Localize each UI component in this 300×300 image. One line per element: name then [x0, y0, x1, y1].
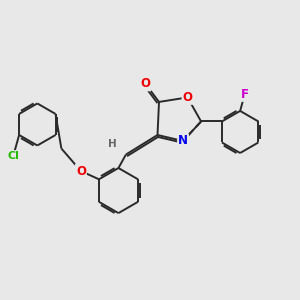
Text: H: H	[108, 139, 117, 149]
Text: N: N	[178, 134, 188, 148]
Text: O: O	[183, 91, 193, 104]
Text: F: F	[241, 88, 249, 101]
Text: Cl: Cl	[8, 151, 19, 161]
Text: O: O	[140, 77, 151, 90]
Text: O: O	[76, 164, 86, 178]
